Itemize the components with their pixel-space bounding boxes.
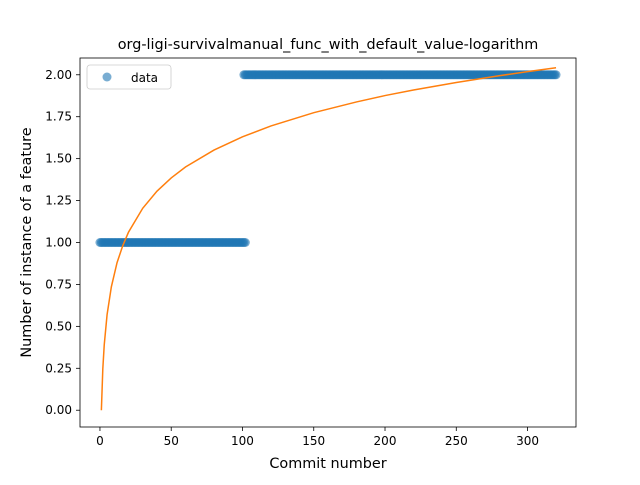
y-tick-label: 0.25: [45, 361, 72, 375]
x-tick-label: 250: [445, 434, 468, 448]
x-tick-label: 50: [164, 434, 179, 448]
chart-title: org-ligi-survivalmanual_func_with_defaul…: [118, 37, 539, 53]
x-axis: 0 50 100 150 200 250 300: [96, 427, 539, 448]
x-tick-label: 200: [374, 434, 397, 448]
y-tick-label: 0.50: [45, 319, 72, 333]
y-tick-label: 0.75: [45, 277, 72, 291]
y-axis-label: Number of instance of a feature: [19, 127, 35, 357]
x-tick-label: 150: [302, 434, 325, 448]
data-point: [240, 238, 250, 247]
y-tick-label: 2.00: [45, 68, 72, 82]
scatter-series-data: [95, 70, 561, 247]
plot-area: [95, 66, 561, 411]
y-tick-label: 1.25: [45, 194, 72, 208]
x-tick-label: 100: [231, 434, 254, 448]
y-tick-label: 0.00: [45, 403, 72, 417]
y-axis: 0.00 0.25 0.50 0.75 1.00 1.25 1.50 1.75 2.00: [45, 68, 80, 417]
fit-line: [100, 66, 557, 411]
x-axis-label: Commit number: [269, 456, 386, 472]
legend: data: [86, 64, 172, 90]
x-tick-label: 300: [516, 434, 539, 448]
legend-marker-data: [102, 72, 112, 82]
y-tick-label: 1.00: [45, 236, 72, 250]
legend-label-data: data: [131, 71, 158, 85]
data-point: [551, 70, 561, 80]
y-tick-label: 1.50: [45, 152, 72, 166]
legend-box: [86, 64, 172, 90]
x-tick-label: 0: [96, 434, 104, 448]
y-tick-label: 1.75: [45, 110, 72, 124]
